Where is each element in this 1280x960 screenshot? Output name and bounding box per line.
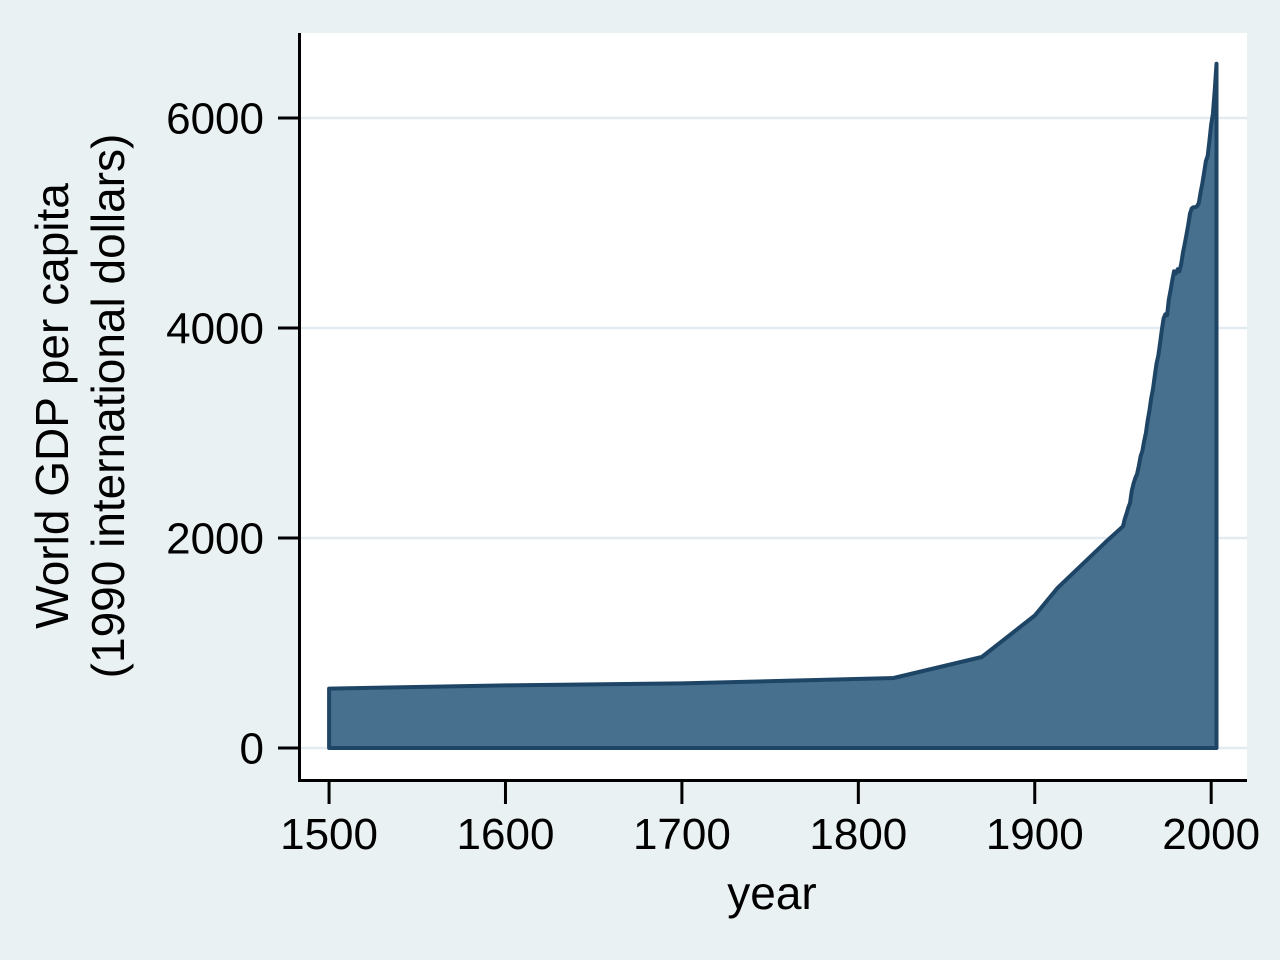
area-series xyxy=(327,61,1219,750)
y-tick-label: 2000 xyxy=(166,514,264,563)
x-ticks xyxy=(327,782,1213,804)
y-axis-title: World GDP per capita (1990 international… xyxy=(24,134,136,679)
x-tick-label: 1600 xyxy=(457,810,555,859)
x-axis-title: year xyxy=(727,867,816,919)
x-tick-label: 1900 xyxy=(986,810,1084,859)
x-tick-label: 1800 xyxy=(809,810,907,859)
y-tick-label: 6000 xyxy=(166,94,264,143)
x-tick-label: 1500 xyxy=(280,810,378,859)
y-tick-label: 4000 xyxy=(166,304,264,353)
x-tick-label: 2000 xyxy=(1162,810,1260,859)
y-ticks xyxy=(278,116,298,750)
x-tick-labels: 1500 1600 1700 1800 1900 2000 xyxy=(280,810,1260,859)
x-tick-label: 1700 xyxy=(633,810,731,859)
y-axis-title-line2: (1990 international dollars) xyxy=(82,133,134,679)
y-axis-title-line1: World GDP per capita xyxy=(26,183,78,629)
y-tick-label: 0 xyxy=(240,724,264,773)
y-tick-labels: 0 2000 4000 6000 xyxy=(166,94,264,773)
